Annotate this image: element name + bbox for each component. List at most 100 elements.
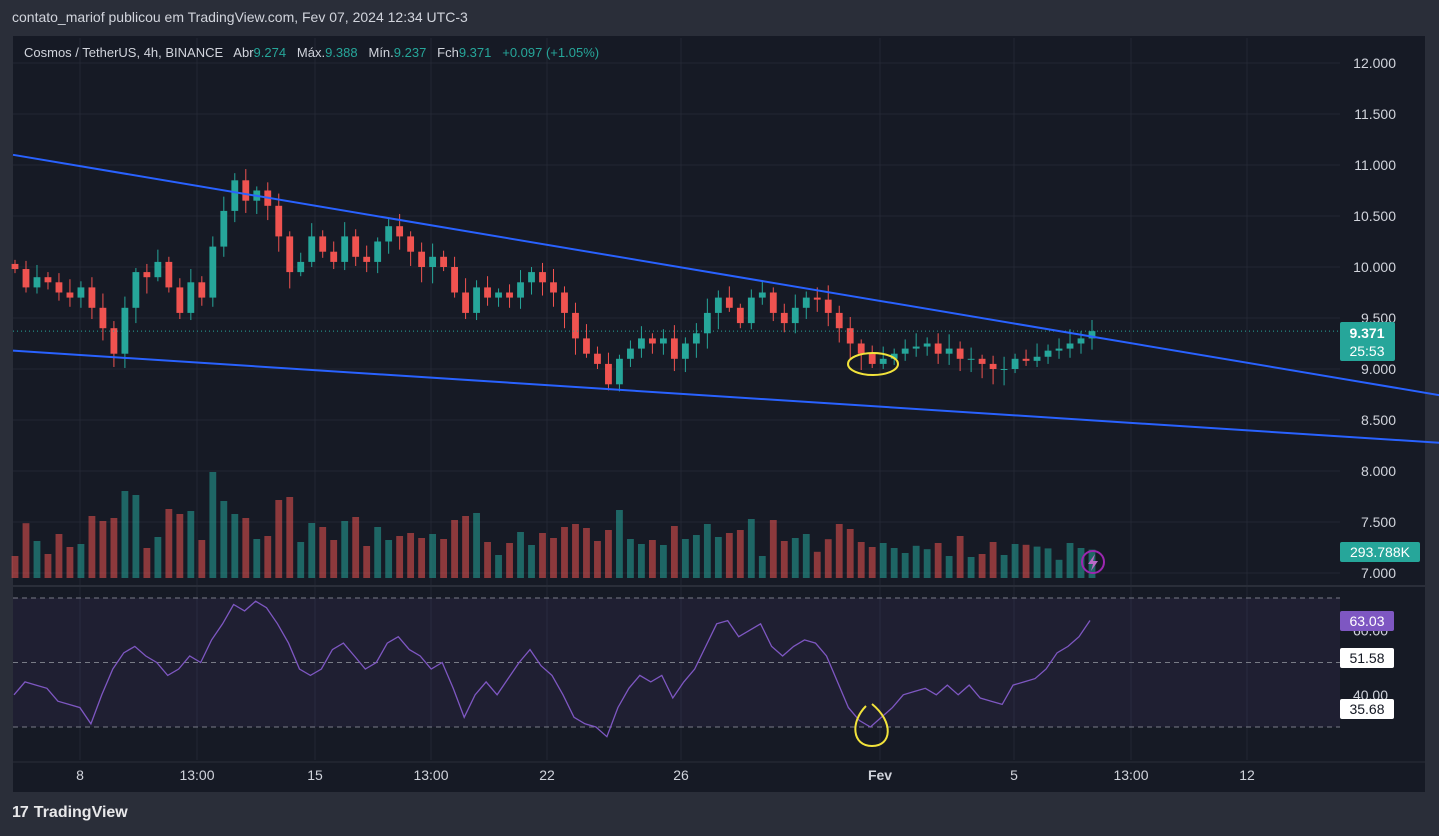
candle-body bbox=[934, 343, 942, 354]
volume-bar bbox=[989, 542, 997, 578]
volume-bar bbox=[143, 548, 151, 578]
candle-body bbox=[528, 272, 535, 283]
volume-bar bbox=[605, 530, 612, 578]
volume-bar bbox=[264, 536, 272, 578]
volume-bar bbox=[363, 546, 371, 578]
candle-body bbox=[769, 292, 777, 313]
legend-symbol: Cosmos / TetherUS, 4h, BINANCE bbox=[24, 45, 224, 60]
volume-value: 293.788K bbox=[1350, 544, 1411, 560]
candle-body bbox=[319, 236, 327, 252]
candle-body bbox=[561, 292, 568, 313]
candle-body bbox=[791, 307, 799, 324]
volume-bar bbox=[484, 542, 491, 578]
candle-body bbox=[231, 180, 239, 211]
volume-bar bbox=[33, 541, 41, 578]
volume-bar bbox=[594, 541, 601, 578]
price-tick-label: 10.000 bbox=[1353, 259, 1396, 275]
price-tick-label: 8.500 bbox=[1361, 412, 1396, 428]
publish-header: contato_mariof publicou em TradingView.c… bbox=[12, 9, 468, 25]
candle-body bbox=[714, 297, 722, 313]
volume-bar bbox=[550, 538, 557, 578]
candle-body bbox=[33, 277, 41, 288]
candle-body bbox=[242, 180, 250, 201]
volume-bar bbox=[681, 539, 689, 578]
candle-body bbox=[363, 256, 371, 262]
volume-bar bbox=[374, 527, 382, 578]
legend-close-value: 9.371 bbox=[458, 45, 492, 60]
candle-body bbox=[989, 363, 997, 369]
volume-bar bbox=[725, 533, 733, 578]
volume-bar bbox=[670, 526, 678, 578]
candle-body bbox=[330, 251, 338, 262]
legend-high-value: 9.388 bbox=[325, 45, 358, 60]
candle-body bbox=[132, 272, 140, 308]
price-tick-label: 11.000 bbox=[1354, 157, 1396, 173]
candle-body bbox=[11, 263, 19, 270]
volume-bar bbox=[901, 553, 909, 578]
volume-bar bbox=[517, 532, 524, 578]
candle-body bbox=[879, 358, 887, 364]
volume-bar bbox=[88, 516, 96, 578]
candle-body bbox=[583, 338, 590, 354]
time-tick-label: 26 bbox=[673, 767, 689, 783]
time-tick-label: 13:00 bbox=[1113, 767, 1148, 783]
time-tick-label: Fev bbox=[868, 767, 892, 783]
candle-body bbox=[517, 282, 524, 298]
candle-body bbox=[66, 292, 74, 298]
volume-bar bbox=[209, 472, 217, 578]
volume-bar bbox=[319, 527, 327, 578]
volume-bar bbox=[758, 556, 766, 578]
time-tick-label: 22 bbox=[539, 767, 555, 783]
candle-body bbox=[802, 297, 810, 308]
volume-bar bbox=[616, 510, 623, 578]
candle-body bbox=[55, 282, 63, 293]
volume-bar bbox=[528, 545, 535, 578]
volume-bar bbox=[99, 521, 107, 578]
tradingview-footer[interactable]: 17 TradingView bbox=[12, 804, 128, 822]
lightning-bolt-icon bbox=[1088, 554, 1098, 571]
rsi-readout-value: 51.58 bbox=[1349, 650, 1384, 666]
candle-body bbox=[594, 353, 601, 364]
legend-low-label: Mín. bbox=[368, 45, 394, 60]
volume-bar bbox=[813, 551, 821, 578]
candle-body bbox=[747, 297, 755, 324]
candle-body bbox=[1022, 358, 1030, 361]
candle-body bbox=[681, 343, 689, 359]
volume-bar bbox=[352, 517, 360, 578]
volume-bar bbox=[11, 556, 19, 578]
volume-bar bbox=[736, 530, 744, 578]
candle-body bbox=[846, 328, 854, 344]
countdown-timer: 25:53 bbox=[1349, 343, 1384, 359]
candle-body bbox=[901, 348, 909, 354]
candle-body bbox=[725, 297, 733, 308]
volume-bar bbox=[978, 554, 986, 578]
volume-bar bbox=[55, 534, 63, 578]
volume-bar bbox=[1066, 543, 1074, 578]
candle-body bbox=[440, 256, 448, 267]
candle-body bbox=[209, 246, 217, 298]
candle-body bbox=[385, 226, 393, 242]
volume-bar bbox=[330, 540, 338, 578]
candle-body bbox=[495, 292, 502, 298]
rsi-value: 63.03 bbox=[1349, 613, 1384, 629]
volume-bar bbox=[934, 543, 942, 578]
volume-bar bbox=[791, 538, 799, 578]
candle-body bbox=[176, 287, 184, 313]
candle-body bbox=[956, 348, 964, 359]
candle-body bbox=[220, 210, 228, 247]
chart-panel[interactable] bbox=[12, 35, 1426, 793]
volume-bar bbox=[780, 541, 788, 578]
candle-body bbox=[736, 307, 744, 324]
volume-bar bbox=[308, 523, 316, 578]
candle-body bbox=[99, 307, 107, 329]
price-tick-label: 7.500 bbox=[1361, 514, 1396, 530]
candle-body bbox=[967, 358, 975, 360]
volume-bar bbox=[1011, 544, 1019, 578]
candle-body bbox=[44, 277, 52, 283]
candle-body bbox=[121, 307, 129, 354]
volume-bar bbox=[462, 516, 469, 578]
candle-body bbox=[1011, 358, 1019, 369]
time-tick-label: 13:00 bbox=[179, 767, 214, 783]
annotation-ellipse bbox=[847, 352, 899, 376]
